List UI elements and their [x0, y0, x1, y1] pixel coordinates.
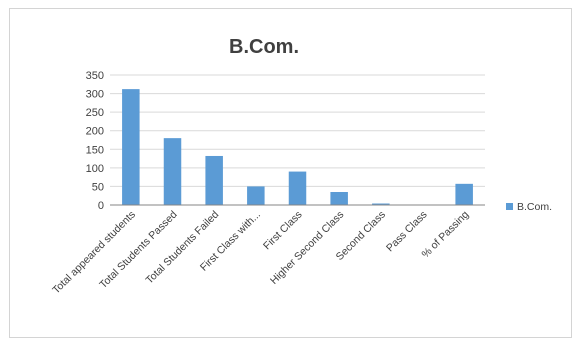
bar [122, 89, 140, 205]
x-tick-label: Total Students Failed [143, 209, 221, 287]
bar [455, 183, 473, 205]
y-tick-label: 350 [86, 70, 104, 82]
legend-swatch [506, 203, 513, 210]
y-tick-label: 250 [86, 107, 104, 119]
bar [372, 203, 390, 205]
x-tick-label: First Class [261, 209, 305, 253]
x-tick-label: Total Students Passed [97, 209, 179, 291]
bar [330, 192, 348, 205]
bar [288, 171, 307, 205]
y-tick-label: 300 [86, 89, 104, 101]
y-tick-label: 150 [86, 144, 104, 156]
y-tick-label: 0 [98, 200, 104, 212]
y-axis-ticks: 0 50 100 150 200 250 300 350 [86, 70, 104, 212]
y-tick-label: 50 [92, 181, 104, 193]
x-tick-label: Total appeared students [50, 209, 138, 297]
legend: B.Com. [506, 201, 552, 213]
x-tick-label: Higher Second Class [268, 209, 346, 287]
bars [122, 89, 473, 205]
bar-chart: B.Com. 0 50 100 150 200 250 300 350 Total appea… [50, 36, 552, 297]
bar [163, 138, 182, 205]
legend-label: B.Com. [517, 201, 552, 213]
chart-title: B.Com. [229, 36, 299, 58]
bar [205, 155, 223, 205]
y-tick-label: 100 [86, 163, 104, 175]
bar [247, 186, 265, 205]
chart-frame: B.Com. 0 50 100 150 200 250 300 350 Total appea… [9, 8, 572, 338]
y-tick-label: 200 [86, 126, 104, 138]
